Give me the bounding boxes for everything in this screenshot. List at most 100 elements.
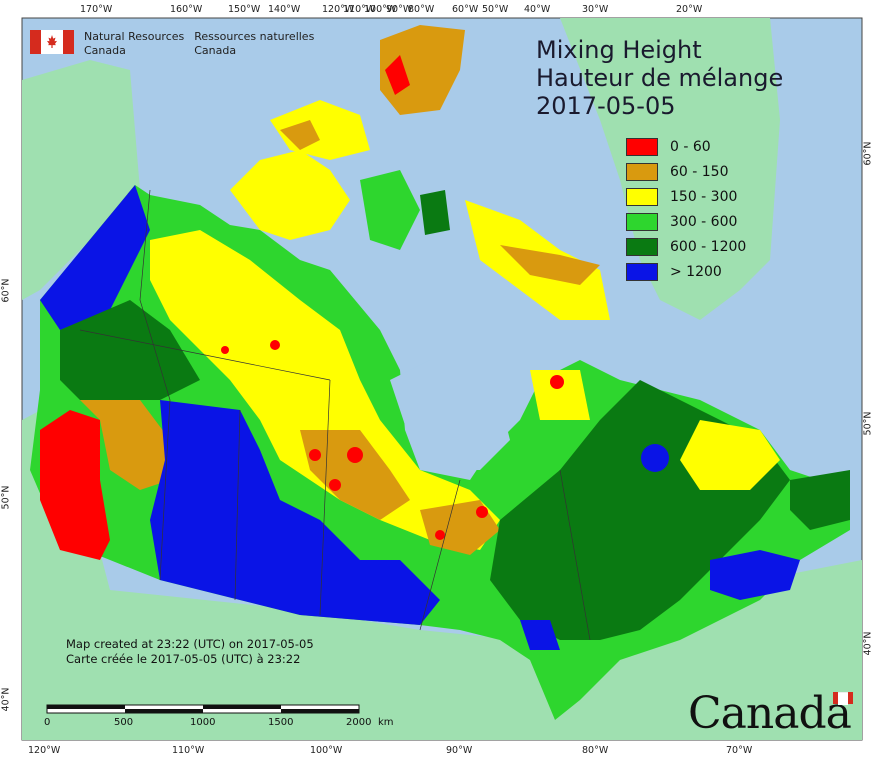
ontario-red-spot-2	[435, 530, 445, 540]
legend: 0 - 60 60 - 150 150 - 300 300 - 600 600 - 12…	[626, 134, 746, 284]
legend-row: 0 - 60	[626, 134, 746, 159]
tick-left-40n: 40°N	[0, 687, 12, 712]
prairie-yellow	[150, 230, 500, 550]
tick-bottom-80w: 80°W	[582, 745, 609, 756]
tick-top-150w: 150°W	[228, 4, 261, 15]
legend-swatch	[626, 262, 658, 281]
title-en: Mixing Height	[536, 36, 702, 64]
ungava-red-spot	[550, 375, 564, 389]
arctic-green-1	[360, 170, 420, 250]
baffin-orange	[500, 245, 600, 285]
scale-label-0: 0	[44, 717, 51, 728]
sask-orange	[300, 430, 410, 520]
outside-land	[22, 18, 862, 740]
tick-top-40w: 40°W	[524, 4, 551, 15]
map-title: Mixing Height Hauteur de mélange 2017-05…	[536, 36, 783, 120]
canada-flag-icon	[30, 30, 74, 54]
maritimes-blue	[710, 550, 800, 600]
legend-label: > 1200	[670, 263, 722, 280]
nwt-red-spot	[270, 340, 280, 350]
tick-bottom-90w: 90°W	[446, 745, 473, 756]
bc-red	[40, 410, 110, 560]
scale-label-1000: 1000	[190, 717, 216, 728]
border-60n	[79, 329, 331, 381]
border-ab-sk	[234, 409, 241, 601]
scale-seg-4	[281, 709, 359, 713]
tick-top-100w: 100°W	[364, 4, 397, 15]
legend-row: 600 - 1200	[626, 234, 746, 259]
tick-top-50w: 50°W	[482, 4, 509, 15]
ontario-red-spot	[476, 506, 488, 518]
legend-label: 60 - 150	[670, 163, 729, 180]
sask-red-spot-3	[329, 479, 341, 491]
tick-left-60n: 60°N	[0, 278, 12, 303]
scale-unit: km	[378, 717, 394, 728]
prairie-blue	[150, 400, 440, 625]
tick-bottom-110w: 110°W	[172, 745, 205, 756]
bc-orange	[80, 400, 170, 490]
ellesmere-red	[385, 55, 410, 95]
legend-label: 300 - 600	[670, 213, 738, 230]
wordmark-flag-icon	[832, 692, 853, 705]
tick-top-80w: 80°W	[408, 4, 435, 15]
legend-swatch	[626, 162, 658, 181]
org-name-en-line1: Natural Resources	[84, 30, 185, 43]
nwt-darkgreen	[60, 300, 200, 400]
ellesmere-orange	[380, 25, 465, 115]
legend-row: > 1200	[626, 259, 746, 284]
org-name-fr-line1: Ressources naturelles	[194, 30, 315, 43]
border-mb-on	[419, 479, 461, 631]
arctic-darkgreen-1	[420, 190, 450, 235]
scale-seg-1	[47, 705, 125, 709]
tick-left-50n: 50°N	[0, 485, 12, 510]
tick-right-50n: 50°N	[862, 411, 874, 436]
canada-mixing-height	[30, 25, 850, 720]
border-sk-mb	[319, 379, 331, 616]
tick-bottom-70w: 70°W	[726, 745, 753, 756]
legend-label: 600 - 1200	[670, 238, 747, 255]
greenland-land	[560, 18, 780, 320]
labrador-yellow	[680, 420, 780, 490]
map-credit: Map created at 23:22 (UTC) on 2017-05-05…	[66, 637, 314, 667]
hudson-bay	[390, 360, 510, 470]
credit-fr: Carte créée le 2017-05-05 (UTC) à 23:22	[66, 652, 301, 666]
legend-row: 60 - 150	[626, 159, 746, 184]
legend-row: 300 - 600	[626, 209, 746, 234]
wordmark-text: Canada	[688, 688, 852, 739]
tick-top-120w: 120°W	[322, 4, 355, 15]
tick-top-30w: 30°W	[582, 4, 609, 15]
alaska-land	[22, 60, 140, 300]
border-bc-ab	[139, 189, 171, 581]
scale-label-500: 500	[114, 717, 134, 728]
arctic-island-yellow	[230, 150, 350, 240]
tick-top-140w: 140°W	[268, 4, 301, 15]
ungava-yellow	[530, 370, 590, 420]
sask-red-spot-1	[347, 447, 363, 463]
arctic-orange-1	[280, 120, 320, 150]
legend-swatch	[626, 212, 658, 231]
tick-top-170w: 170°W	[80, 4, 113, 15]
title-fr: Hauteur de mélange	[536, 64, 784, 92]
tick-bottom-100w: 100°W	[310, 745, 343, 756]
legend-label: 0 - 60	[670, 138, 711, 155]
org-name-fr: Ressources naturelles Canada	[194, 30, 314, 58]
tick-top-60w: 60°W	[452, 4, 479, 15]
tick-right-40n: 40°N	[862, 631, 874, 656]
nwt-red-spot-2	[221, 346, 229, 354]
quebec-blue-spot	[641, 444, 669, 472]
tick-right-60n: 60°N	[862, 141, 874, 166]
scale-seg-2	[125, 709, 203, 713]
province-borders	[79, 189, 591, 641]
org-name-fr-line2: Canada	[194, 44, 237, 57]
canada-wordmark: Canada	[688, 688, 853, 739]
credit-en: Map created at 23:22 (UTC) on 2017-05-05	[66, 637, 314, 651]
title-date: 2017-05-05	[536, 92, 676, 120]
scale-label-2000: 2000	[346, 717, 372, 728]
legend-row: 150 - 300	[626, 184, 746, 209]
tick-top-20w: 20°W	[676, 4, 703, 15]
border-on-qc	[559, 469, 591, 641]
legend-label: 150 - 300	[670, 188, 738, 205]
tick-top-110w: 110°W	[343, 4, 376, 15]
